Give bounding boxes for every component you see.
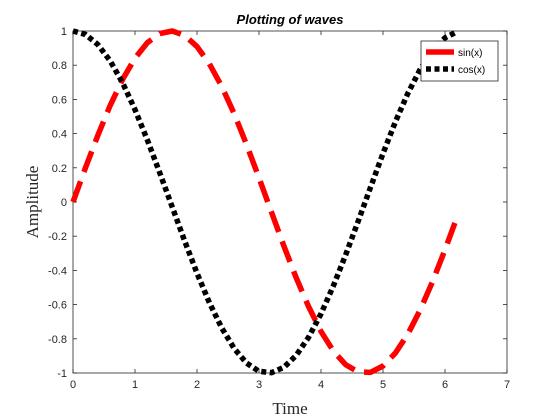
y-tick-label: 0.6 <box>52 94 67 106</box>
chart-title: Plotting of waves <box>237 12 344 27</box>
series-line-0 <box>70 28 460 376</box>
plot-area: 0 1 2 3 4 5 6 7 -1 -0.8 -0.6 -0.4 -0.2 0 0.2 0.4 0.6 0.8 1 <box>48 26 510 391</box>
y-tick-label: 1 <box>61 26 67 38</box>
x-tick-label: 7 <box>504 379 510 391</box>
x-tick-label: 4 <box>318 379 324 391</box>
y-tick-label: 0 <box>61 197 67 209</box>
x-tick-label: 2 <box>194 379 200 391</box>
y-tick-label: 0.2 <box>52 163 67 175</box>
y-tick-label: -0.6 <box>48 300 67 312</box>
legend-box <box>420 40 499 82</box>
y-axis-label: Amplitude <box>23 166 42 239</box>
y-tick-label: -1 <box>57 368 67 380</box>
y-tick-label: -0.2 <box>48 231 67 243</box>
x-tick-label: 0 <box>70 379 76 391</box>
y-tick-label: -0.8 <box>48 334 67 346</box>
legend: sin(x) cos(x) <box>420 40 499 82</box>
ticks: 0 1 2 3 4 5 6 7 -1 -0.8 -0.6 -0.4 -0.2 0 0.2 0.4 0.6 0.8 1 <box>48 26 510 391</box>
x-tick-label: 3 <box>256 379 262 391</box>
x-tick-label: 5 <box>380 379 386 391</box>
legend-label-0: sin(x) <box>458 48 482 59</box>
legend-label-1: cos(x) <box>458 65 485 76</box>
y-tick-label: 0.4 <box>52 129 67 141</box>
y-tick-label: -0.4 <box>48 265 67 277</box>
x-tick-label: 1 <box>132 379 138 391</box>
series-line-1 <box>72 28 459 376</box>
axes-box <box>72 30 508 374</box>
x-axis-label: Time <box>272 399 307 418</box>
x-tick-label: 6 <box>442 379 448 391</box>
series-layer <box>70 28 460 376</box>
y-tick-label: 0.8 <box>52 60 67 72</box>
